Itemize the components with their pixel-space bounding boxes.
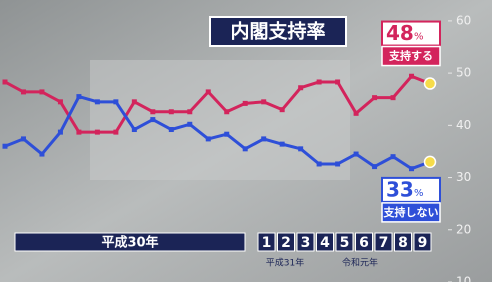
legend-label: 支持する xyxy=(388,49,433,63)
point-marker xyxy=(95,99,100,104)
point-marker xyxy=(298,85,303,90)
month-label: 3 xyxy=(301,235,311,251)
point-marker xyxy=(409,166,414,171)
point-marker xyxy=(206,136,211,141)
point-marker xyxy=(224,132,229,137)
point-marker xyxy=(243,146,248,151)
point-marker xyxy=(187,122,192,127)
y-tick-label: 60 xyxy=(456,13,471,27)
point-marker xyxy=(335,161,340,166)
point-marker xyxy=(132,99,137,104)
month-label: 2 xyxy=(281,235,291,251)
month-label: 1 xyxy=(262,235,272,251)
point-marker xyxy=(3,79,8,84)
month-label: 7 xyxy=(379,235,389,251)
point-marker xyxy=(39,152,44,157)
value-label: 33 xyxy=(386,177,414,201)
point-marker xyxy=(280,107,285,112)
end-point xyxy=(425,156,436,167)
point-marker xyxy=(3,144,8,149)
point-marker xyxy=(150,109,155,114)
year-label: 平成30年 xyxy=(101,235,158,251)
unit-label: % xyxy=(414,32,424,43)
y-tick-label: 40 xyxy=(456,118,471,132)
month-label: 5 xyxy=(340,235,350,251)
point-marker xyxy=(372,164,377,169)
point-marker xyxy=(409,74,414,79)
y-tick-label: 10 xyxy=(456,275,471,282)
legend-label: 支持しない xyxy=(383,205,439,219)
point-marker xyxy=(113,99,118,104)
point-marker xyxy=(76,94,81,99)
point-marker xyxy=(132,127,137,132)
month-label: 9 xyxy=(418,235,428,251)
y-tick-label: 30 xyxy=(456,170,471,184)
point-marker xyxy=(354,111,359,116)
point-marker xyxy=(298,146,303,151)
point-marker xyxy=(150,117,155,122)
chart-title: 内閣支持率 xyxy=(230,20,325,43)
point-marker xyxy=(261,136,266,141)
month-label: 6 xyxy=(359,235,369,251)
point-marker xyxy=(187,109,192,114)
point-marker xyxy=(224,109,229,114)
point-marker xyxy=(391,154,396,159)
point-marker xyxy=(39,89,44,94)
point-marker xyxy=(76,130,81,135)
point-marker xyxy=(354,152,359,157)
value-label: 48 xyxy=(386,21,414,45)
y-tick-label: 50 xyxy=(456,66,471,80)
point-marker xyxy=(317,79,322,84)
point-marker xyxy=(21,136,26,141)
point-marker xyxy=(391,95,396,100)
point-marker xyxy=(372,95,377,100)
point-marker xyxy=(243,101,248,106)
point-marker xyxy=(58,130,63,135)
era-label: 令和元年 xyxy=(342,257,378,269)
point-marker xyxy=(169,109,174,114)
point-marker xyxy=(206,89,211,94)
month-label: 8 xyxy=(398,235,408,251)
point-marker xyxy=(58,99,63,104)
point-marker xyxy=(169,127,174,132)
point-marker xyxy=(95,130,100,135)
point-marker xyxy=(21,89,26,94)
point-marker xyxy=(317,161,322,166)
era-label: 平成31年 xyxy=(266,257,304,269)
point-marker xyxy=(335,79,340,84)
point-marker xyxy=(261,99,266,104)
end-point xyxy=(425,78,436,89)
point-marker xyxy=(113,130,118,135)
unit-label: % xyxy=(414,188,424,199)
y-tick-label: 20 xyxy=(456,222,471,236)
month-label: 4 xyxy=(320,235,330,251)
point-marker xyxy=(280,142,285,147)
chart: 内閣支持率 10203040506048%支持する33%支持しない平成30年12… xyxy=(0,0,492,282)
